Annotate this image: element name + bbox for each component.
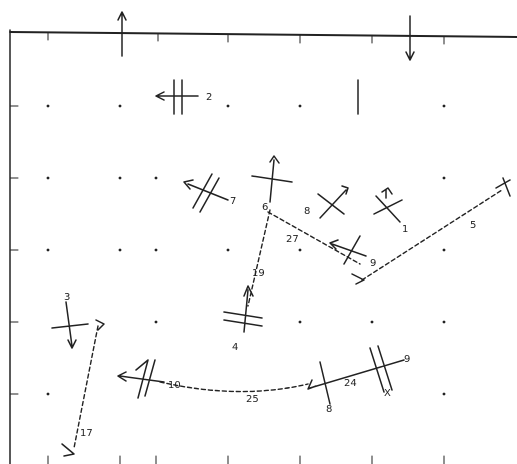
top-arrow-up (117, 11, 127, 57)
label-9-upper: 9 (370, 258, 376, 269)
label-19: 19 (252, 268, 265, 279)
frame-top (9, 31, 517, 38)
symbol-9-upper: 9 (329, 235, 376, 269)
label-1: 1 (402, 224, 408, 235)
symbol-1: 1 (373, 187, 408, 235)
label-8: 8 (304, 206, 310, 217)
label-8-lower: 8 (326, 404, 332, 415)
label-x: X (384, 388, 391, 399)
bottom-edge-ticks (47, 455, 445, 464)
dashed-connectors (73, 189, 503, 449)
symbol-5: 5 (470, 177, 511, 231)
symbol-7: 7 (183, 173, 236, 213)
label-2: 2 (206, 92, 212, 103)
symbol-8: 8 (304, 185, 349, 219)
symbol-3: 3 (51, 292, 89, 349)
label-3: 3 (64, 292, 70, 303)
symbol-10: 10 (117, 359, 181, 399)
symbol-2: 2 (155, 79, 212, 115)
label-9-lower: 9 (404, 354, 410, 365)
symbol-4: 4 (223, 285, 263, 353)
symbol-6: 6 (251, 155, 293, 213)
top-arrow-down (405, 15, 415, 61)
top-edge-ticks (47, 31, 445, 45)
symbol-9-lower: 9 8 X 24 (307, 345, 410, 415)
label-7: 7 (230, 196, 236, 207)
label-25: 25 (246, 394, 259, 405)
symbol-center-anchor (351, 273, 365, 285)
label-24: 24 (344, 378, 357, 389)
label-4: 4 (232, 342, 238, 353)
left-edge-ticks (9, 105, 19, 395)
symbol-3-end (95, 319, 105, 331)
grid-dots (46, 104, 446, 396)
symbol-15 (61, 443, 75, 457)
label-5: 5 (470, 220, 476, 231)
label-17: 17 (80, 428, 93, 439)
label-6: 6 (262, 202, 268, 213)
label-27: 27 (286, 234, 299, 245)
